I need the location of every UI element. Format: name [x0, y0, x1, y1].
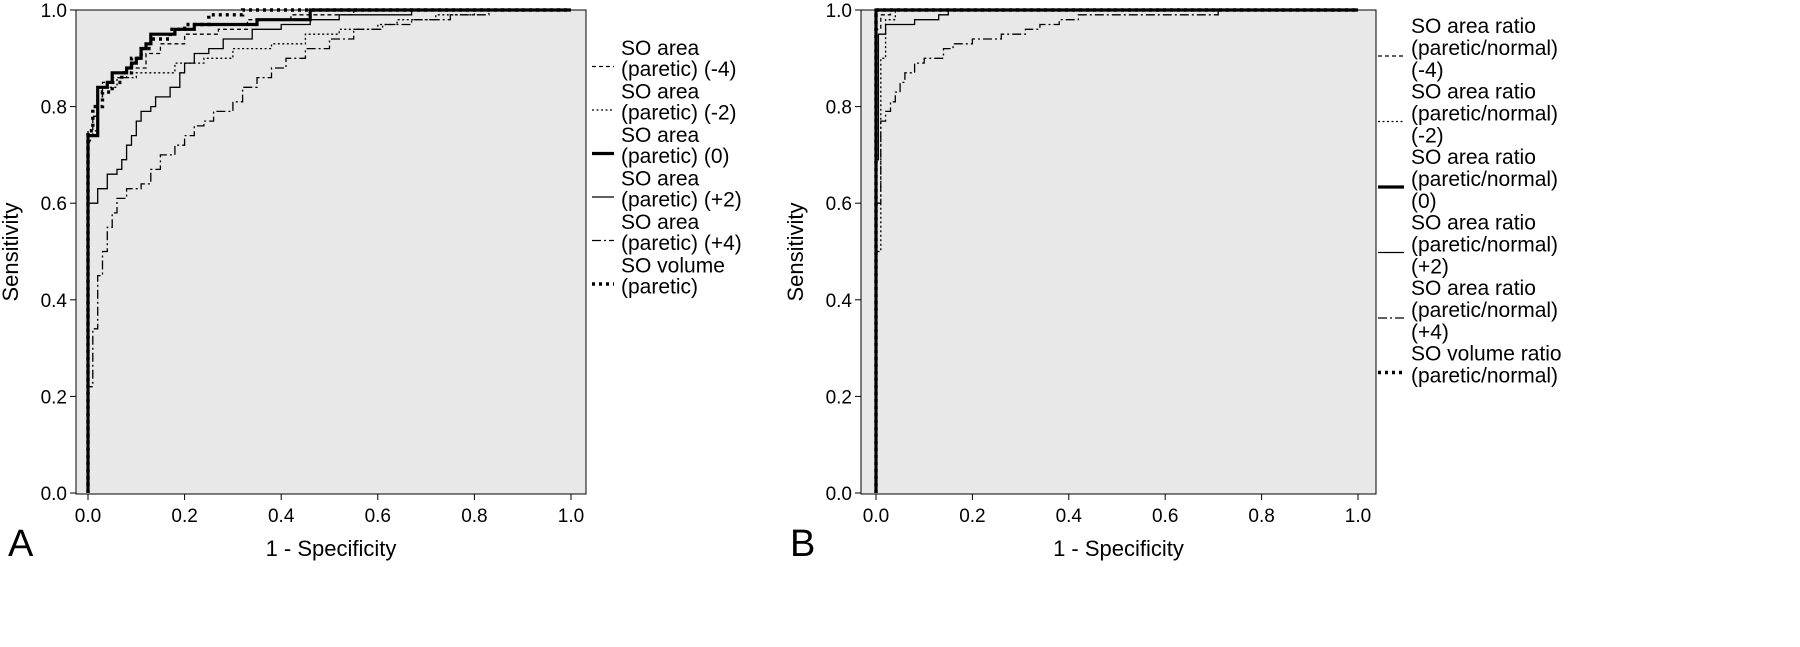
panel-b: 0.0 0.2 0.4 0.6 0.8 1.0 0.0 0.2 0.4 0.6 0.8 1.0 1 - …: [783, 1, 1562, 565]
panel-letter: A: [8, 523, 34, 565]
y-axis-title: Sensitivity: [783, 202, 808, 301]
legend-label: SO area: [621, 81, 700, 104]
legend-label: (paretic/normal): [1411, 234, 1558, 257]
legend-label: (paretic): [621, 276, 698, 299]
legend-label: (paretic) (+2): [621, 189, 742, 212]
panel-a: 0.0 0.2 0.4 0.6 0.8 1.0 0.0 0.2 0.4 0.6 0.8 1.0 1 - …: [0, 1, 742, 565]
legend-label: SO volume ratio: [1411, 343, 1562, 366]
roc-curve: [875, 9, 1358, 493]
legend-label: SO area ratio: [1411, 15, 1536, 38]
x-tick-label: 0.4: [1056, 506, 1083, 527]
y-tick-label: 1.0: [41, 1, 67, 22]
legend-label: SO area: [621, 124, 700, 147]
legend-label: (0): [1411, 190, 1437, 213]
roc-curve: [86, 8, 571, 493]
legend-label: SO area ratio: [1411, 277, 1536, 300]
roc-curve: [875, 9, 1358, 493]
roc-curve: [874, 8, 1358, 493]
legend-label: (paretic/normal): [1411, 168, 1558, 191]
legend-label: (paretic/normal): [1411, 365, 1558, 388]
legend-label: SO area: [621, 37, 700, 60]
legend-label: SO area: [621, 211, 700, 234]
x-tick-label: 0.2: [959, 506, 985, 527]
x-axis-title: 1 - Specificity: [1053, 536, 1184, 561]
roc-curve: [86, 8, 571, 493]
x-tick-label: 0.0: [75, 506, 101, 527]
y-tick-label: 0.0: [826, 484, 852, 505]
x-tick-label: 0.8: [1248, 506, 1274, 527]
legend-label: SO area ratio: [1411, 146, 1536, 169]
x-tick-label: 0.6: [1152, 506, 1178, 527]
x-axis-title: 1 - Specificity: [266, 536, 397, 561]
roc-curve: [87, 9, 571, 493]
legend-label: SO area ratio: [1411, 81, 1536, 104]
y-tick-label: 0.2: [826, 387, 852, 408]
y-tick-label: 0.4: [826, 291, 853, 312]
plot-area: [860, 9, 1377, 495]
plot-area: [75, 9, 587, 495]
legend-label: (paretic) (-2): [621, 102, 737, 125]
legend-label: (-4): [1411, 59, 1444, 82]
x-tick-label: 1.0: [1345, 506, 1371, 527]
legend-label: (paretic) (0): [621, 145, 730, 168]
y-tick-label: 1.0: [826, 1, 852, 22]
y-tick-label: 0.4: [41, 291, 68, 312]
x-tick-label: 0.2: [171, 506, 197, 527]
legend-label: (paretic) (+4): [621, 232, 742, 255]
legend-label: SO area: [621, 168, 700, 191]
legend-label: (+2): [1411, 256, 1449, 279]
x-tick-label: 0.8: [461, 506, 487, 527]
y-tick-label: 0.2: [41, 387, 67, 408]
panel-letter: B: [790, 523, 815, 565]
y-tick-label: 0.8: [41, 98, 67, 119]
legend-label: (+4): [1411, 321, 1449, 344]
legend-label: (-2): [1411, 125, 1444, 148]
legend-label: (paretic/normal): [1411, 299, 1558, 322]
legend-label: SO volume: [621, 255, 725, 278]
x-tick-label: 1.0: [558, 506, 584, 527]
roc-curve: [87, 9, 571, 493]
legend-label: (paretic/normal): [1411, 37, 1558, 60]
y-tick-label: 0.8: [826, 98, 852, 119]
x-tick-label: 0.6: [365, 506, 391, 527]
y-tick-label: 0.6: [41, 194, 67, 215]
legend-label: (paretic/normal): [1411, 103, 1558, 126]
x-tick-label: 0.4: [268, 506, 295, 527]
x-tick-label: 0.0: [863, 506, 889, 527]
legend-label: SO area ratio: [1411, 212, 1536, 235]
y-axis-title: Sensitivity: [0, 202, 23, 301]
y-tick-label: 0.0: [41, 484, 67, 505]
roc-curve: [87, 9, 571, 493]
legend-label: (paretic) (-4): [621, 58, 737, 81]
y-tick-label: 0.6: [826, 194, 852, 215]
